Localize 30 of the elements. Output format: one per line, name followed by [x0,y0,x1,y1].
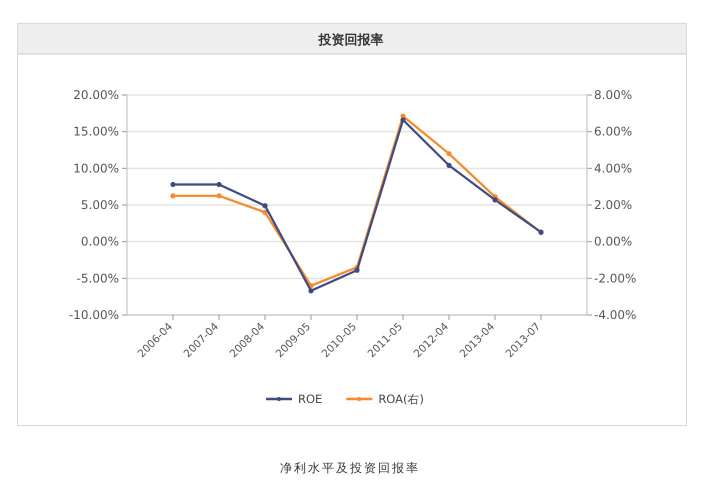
point [308,288,314,294]
point [446,151,452,156]
point [400,117,406,123]
y-tick-label: -10.00% [68,308,119,322]
point [262,210,268,215]
point [216,182,222,188]
y2-tick-label: 2.00% [594,198,632,212]
y2-tick-label: -4.00% [594,308,636,322]
point [170,193,176,198]
text: 净利水平及投资回报率 [280,461,420,475]
point [354,268,360,273]
y2-tick-label: 8.00% [594,88,632,102]
y-tick-label: 10.00% [73,161,119,176]
point [262,203,268,208]
y-tick-label: 0.00% [80,234,119,249]
y2-tick-label: 4.00% [594,161,632,176]
point [216,193,222,198]
point [170,182,176,188]
chart-title: 投资回报率 [318,32,384,48]
legend-label: ROE [298,392,322,406]
y2-tick-label: -2.00% [594,271,636,286]
point [446,162,452,168]
point [492,197,498,202]
y-tick-label: -5.00% [76,271,119,286]
y2-tick-label: 0.00% [594,234,632,249]
y-tick-label: 5.00% [80,198,119,212]
y-tick-label: 20.00% [73,88,119,102]
y-tick-label: 15.00% [73,124,119,139]
y2-tick-label: 6.00% [594,124,632,139]
legend-label: ROA(右) [378,392,424,406]
